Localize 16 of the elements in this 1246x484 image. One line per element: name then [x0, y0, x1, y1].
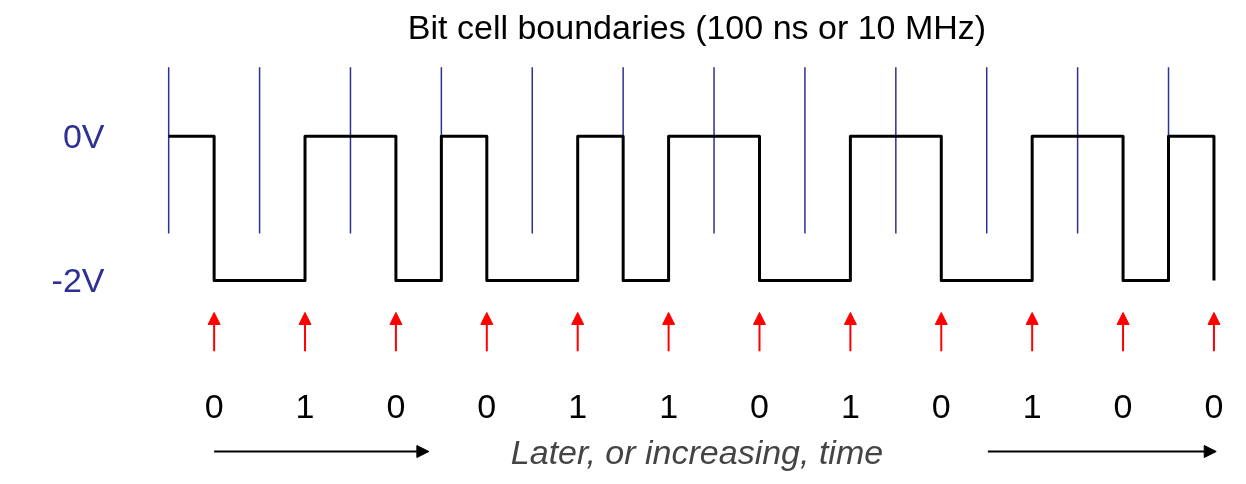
- x-tick-label: 1: [1022, 386, 1042, 425]
- x-tick-label: 0: [204, 386, 224, 425]
- x-tick-label: 1: [568, 386, 588, 425]
- x-tick-label: 0: [750, 386, 769, 425]
- x-tick-label: 0: [931, 386, 951, 425]
- x-tick-label: 1: [659, 386, 679, 425]
- x-axis-title: Later, or increasing, time: [510, 432, 884, 471]
- x-tick-label: 1: [295, 386, 315, 425]
- x-tick-label: 0: [477, 386, 497, 425]
- y-tick-label: -2V: [51, 261, 105, 300]
- chart-title: Bit cell boundaries (100 ns or 10 MHz): [407, 7, 987, 46]
- x-tick-label: 0: [386, 386, 406, 425]
- x-tick-label: 1: [840, 386, 860, 425]
- x-tick-label: 0: [1204, 386, 1224, 425]
- y-tick-label: 0V: [62, 117, 105, 156]
- x-tick-label: 0: [1113, 386, 1133, 425]
